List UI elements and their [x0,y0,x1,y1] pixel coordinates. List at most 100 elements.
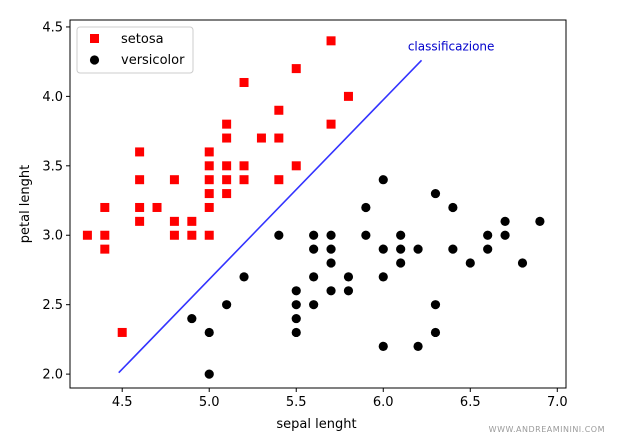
point-versicolor [430,188,441,199]
point-setosa [326,119,336,129]
point-setosa [274,175,284,185]
point-setosa [222,119,232,129]
point-versicolor [517,258,528,268]
point-versicolor [378,175,388,185]
point-setosa [100,244,110,254]
watermark-text: WWW.ANDREAMININI.COM [489,425,605,434]
point-setosa [169,216,179,226]
point-versicolor [343,286,354,296]
point-versicolor [535,216,545,226]
point-setosa [187,230,197,240]
point-versicolor [448,244,458,254]
point-versicolor [291,327,301,338]
points-layer [82,36,545,379]
point-versicolor [378,341,388,351]
point-setosa [204,202,214,212]
point-versicolor [222,300,232,310]
x-axis-label: sepal lenght [276,417,356,432]
point-versicolor [361,202,371,213]
point-versicolor [291,286,301,296]
y-axis-label: petal lenght [18,165,33,244]
point-versicolor [343,272,354,282]
point-versicolor [326,286,336,296]
point-versicolor [326,244,336,254]
point-versicolor [274,230,284,240]
point-versicolor [448,202,458,213]
point-setosa [239,175,249,185]
legend-setosa-marker [90,34,99,43]
point-versicolor [291,313,301,324]
point-setosa [274,105,284,115]
point-setosa [239,77,249,87]
point-setosa [222,133,232,143]
point-versicolor [291,300,301,310]
point-versicolor [430,300,441,310]
point-setosa [152,202,162,212]
point-versicolor [204,369,214,379]
point-setosa [291,64,301,74]
point-versicolor [483,230,493,240]
point-versicolor [500,230,510,240]
x-tick-label: 7.0 [547,395,568,410]
point-setosa [135,202,145,212]
point-setosa [169,230,179,240]
axes-layer: 4.5 5.0 5.5 6.0 6.5 7.0 2.0 2.5 3.0 3.5 4.0 4.5 [42,19,568,410]
point-setosa [222,189,232,199]
point-versicolor [430,327,441,338]
plot-frame [69,19,567,389]
point-setosa [135,147,145,157]
point-versicolor [413,341,423,351]
annotation-classificazione: classificazione [408,40,495,54]
point-setosa [222,175,232,185]
point-setosa [100,202,110,212]
point-versicolor [396,244,406,254]
point-versicolor [413,244,423,254]
point-versicolor [309,300,319,310]
x-tick-label: 5.5 [286,395,307,410]
legend-versicolor-marker [89,55,100,65]
legend: setosa versicolor [76,26,194,74]
y-tick-label: 4.5 [42,20,63,35]
point-setosa [82,230,92,240]
y-tick-label: 3.0 [42,229,63,244]
point-versicolor [500,216,510,226]
point-setosa [239,161,249,171]
x-tick-label: 6.0 [373,395,394,410]
point-versicolor [483,244,493,254]
point-setosa [135,175,145,185]
point-setosa [100,230,110,240]
point-versicolor [378,272,388,282]
point-versicolor [239,272,249,282]
point-setosa [117,327,127,337]
point-versicolor [465,258,475,268]
legend-versicolor-label: versicolor [121,53,185,68]
point-setosa [204,189,214,199]
classification-line-layer [118,59,423,374]
point-versicolor [378,244,388,254]
legend-setosa-label: setosa [121,32,164,47]
point-versicolor [326,230,336,240]
y-tick-label: 2.0 [42,368,63,383]
point-setosa [204,147,214,157]
y-tick-label: 4.0 [42,90,63,105]
point-versicolor [326,258,336,268]
y-tick-label: 3.5 [42,159,63,174]
y-tick-label: 2.5 [42,298,63,313]
point-setosa [326,36,336,46]
x-tick-label: 5.0 [199,395,220,410]
point-versicolor [396,230,406,240]
point-versicolor [361,230,371,240]
x-tick-label: 6.5 [460,395,481,410]
point-setosa [204,161,214,171]
classification-line [118,59,423,374]
point-setosa [135,216,145,226]
x-tick-label: 4.5 [112,395,133,410]
point-setosa [291,161,301,171]
point-versicolor [309,272,319,282]
point-setosa [256,133,266,143]
point-setosa [343,91,353,101]
point-setosa [274,133,284,143]
point-setosa [204,230,214,240]
point-versicolor [204,327,214,338]
